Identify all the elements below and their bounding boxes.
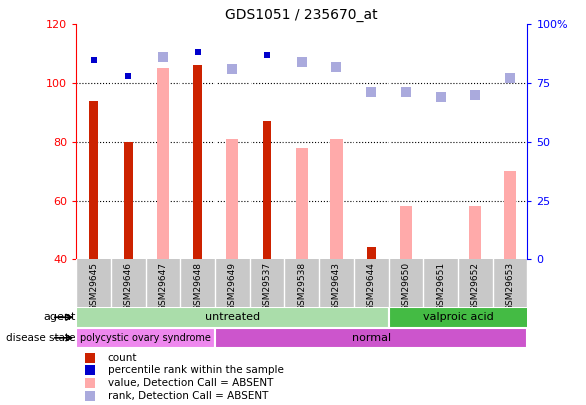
Text: GSM29653: GSM29653 [506,262,515,311]
Text: untreated: untreated [205,312,260,322]
Bar [193,66,202,259]
Bar [296,148,308,259]
Text: GSM29643: GSM29643 [332,262,341,311]
Text: GSM29646: GSM29646 [124,262,133,311]
Text: GSM29538: GSM29538 [297,262,306,311]
Text: GSM29645: GSM29645 [89,262,98,311]
Text: percentile rank within the sample: percentile rank within the sample [108,365,284,375]
Bar [504,171,516,259]
Bar [76,307,389,328]
Text: rank, Detection Call = ABSENT: rank, Detection Call = ABSENT [108,391,268,401]
Text: GSM29647: GSM29647 [158,262,168,311]
Bar [469,207,482,259]
Text: polycystic ovary syndrome: polycystic ovary syndrome [80,333,211,343]
Bar [89,101,98,259]
Text: GSM29652: GSM29652 [471,262,480,311]
Bar [263,121,271,259]
Bar [157,68,169,259]
Text: agent: agent [43,312,76,322]
Bar [124,142,132,259]
Text: GSM29650: GSM29650 [401,262,410,311]
Bar [367,247,376,259]
Text: count: count [108,353,137,362]
Bar [331,139,343,259]
Bar [389,307,545,328]
Text: GSM29644: GSM29644 [367,262,376,311]
Text: valproic acid: valproic acid [423,312,493,322]
Text: normal: normal [352,333,391,343]
Title: GDS1051 / 235670_at: GDS1051 / 235670_at [226,8,378,22]
Text: value, Detection Call = ABSENT: value, Detection Call = ABSENT [108,378,273,388]
Text: GSM29649: GSM29649 [228,262,237,311]
Bar [400,207,412,259]
Text: GSM29648: GSM29648 [193,262,202,311]
Text: GSM29537: GSM29537 [263,262,271,311]
Bar [215,328,527,348]
Text: GSM29651: GSM29651 [436,262,445,311]
Text: disease state: disease state [6,333,76,343]
Bar [226,139,239,259]
Bar [76,328,215,348]
